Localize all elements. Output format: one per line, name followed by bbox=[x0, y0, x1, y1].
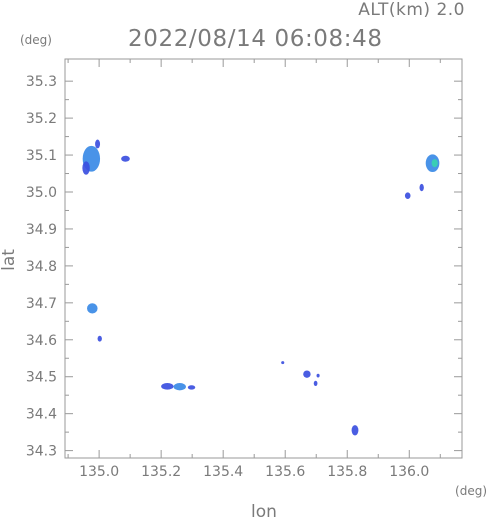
y-tick-label: 35.0 bbox=[26, 185, 57, 201]
y-tick-label: 34.7 bbox=[26, 296, 57, 312]
y-tick-label: 34.4 bbox=[26, 407, 57, 423]
echo-weak bbox=[161, 383, 174, 390]
y-unit-label: (deg) bbox=[20, 33, 52, 47]
y-tick-label: 34.6 bbox=[26, 333, 57, 349]
echo-weak bbox=[97, 335, 102, 342]
y-tick-label: 34.8 bbox=[26, 259, 57, 275]
echo-weak bbox=[281, 361, 285, 365]
altitude-label: ALT(km) 2.0 bbox=[358, 0, 465, 20]
datetime-title: 2022/08/14 06:08:48 bbox=[128, 26, 383, 52]
x-tick-label: 136.0 bbox=[389, 464, 429, 480]
axis-layer: 135.0 135.2 135.4 135.6 135.8 136.0 34.3 34.4 34… bbox=[26, 59, 462, 480]
y-tick-label: 35.3 bbox=[26, 74, 57, 90]
x-unit-label: (deg) bbox=[455, 484, 487, 498]
x-tick-label: 135.4 bbox=[203, 464, 243, 480]
echo-weak bbox=[351, 425, 359, 436]
y-tick-label: 34.9 bbox=[26, 222, 57, 238]
echo-weak bbox=[303, 370, 311, 378]
echo-medium bbox=[87, 303, 98, 314]
x-tick-label: 135.2 bbox=[141, 464, 181, 480]
echo-weak bbox=[419, 183, 424, 192]
echo-weak bbox=[82, 161, 90, 175]
x-axis-label: lon bbox=[251, 502, 277, 522]
echo-strong bbox=[431, 159, 438, 168]
x-tick-label: 135.8 bbox=[327, 464, 367, 480]
echo-weak bbox=[316, 373, 320, 378]
echo-weak bbox=[95, 139, 101, 149]
y-tick-label: 34.3 bbox=[26, 444, 57, 460]
echo-weak bbox=[121, 155, 130, 162]
y-tick-label: 34.5 bbox=[26, 370, 57, 386]
y-tick-label: 35.1 bbox=[26, 148, 57, 164]
echo-layer bbox=[82, 139, 440, 436]
echo-weak bbox=[187, 385, 196, 390]
echo-weak bbox=[313, 380, 318, 386]
plot-frame bbox=[64, 58, 463, 459]
echo-medium bbox=[173, 383, 186, 391]
x-tick-label: 135.6 bbox=[265, 464, 305, 480]
y-tick-label: 35.2 bbox=[26, 111, 57, 127]
echo-weak bbox=[404, 192, 411, 200]
x-tick-label: 135.0 bbox=[79, 464, 119, 480]
